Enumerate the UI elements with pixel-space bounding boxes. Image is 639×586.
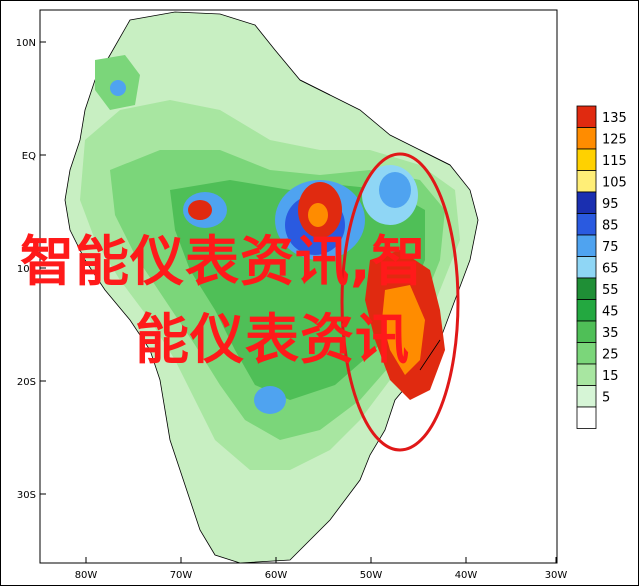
legend-swatch (576, 213, 597, 236)
legend-label: 125 (602, 133, 627, 148)
highlight-circle (340, 152, 460, 452)
lat-tick-label: 10S (17, 264, 36, 275)
legend-label: 85 (602, 219, 619, 234)
legend-swatch (576, 342, 597, 365)
precip-core-central-inner (308, 203, 328, 227)
legend-swatch (576, 299, 597, 322)
legend-swatch (576, 127, 597, 150)
latitude-axis: 10N EQ 10S 20S 30S (16, 38, 46, 501)
legend-label: 95 (602, 197, 619, 212)
legend-label: 25 (602, 348, 619, 363)
watermark-text-line1: 智能仪表资讯,智 (20, 230, 427, 293)
lat-tick-label: 30S (17, 490, 36, 501)
lon-tick-label: 40W (455, 570, 478, 581)
legend-label: 15 (602, 369, 619, 384)
lon-tick-label: 70W (170, 570, 193, 581)
precip-cell-north (110, 80, 126, 96)
legend-label: 135 (602, 111, 627, 126)
legend-label: 65 (602, 262, 619, 277)
precip-core-east-orange (382, 285, 425, 375)
legend-swatch (576, 320, 597, 343)
precip-cell-south-blue (254, 386, 286, 414)
watermark-text-line2: 能仪表资讯 (135, 308, 410, 371)
lat-tick-label: 20S (17, 377, 36, 388)
lat-tick-label: 10N (16, 38, 36, 49)
legend-swatch (576, 105, 597, 128)
precip-cell-west-red (188, 200, 212, 220)
legend-swatch (576, 148, 597, 171)
legend-swatch (576, 277, 597, 300)
color-legend: 135 125 115 105 95 85 75 65 55 45 35 25 15 5 (576, 105, 627, 429)
legend-label: 35 (602, 326, 619, 341)
lon-tick-label: 60W (265, 570, 288, 581)
legend-label: 55 (602, 283, 619, 298)
legend-swatch (576, 256, 597, 279)
lon-tick-label: 80W (75, 570, 98, 581)
legend-label: 105 (602, 176, 627, 191)
lon-tick-label: 30W (545, 570, 568, 581)
legend-label: 115 (602, 154, 627, 169)
legend-swatch-empty (576, 406, 597, 429)
legend-swatch (576, 385, 597, 408)
legend-swatch (576, 170, 597, 193)
legend-label: 45 (602, 305, 619, 320)
legend-label: 5 (602, 391, 610, 406)
legend-swatch (576, 191, 597, 214)
legend-label: 75 (602, 240, 619, 255)
coastline-detail (299, 79, 451, 371)
lon-tick-label: 50W (360, 570, 383, 581)
longitude-axis: 80W 70W 60W 50W 40W 30W (75, 557, 568, 581)
legend-swatch (576, 234, 597, 257)
legend-swatch (576, 363, 597, 386)
precip-cell-ne-blue (379, 172, 411, 208)
lat-tick-label: EQ (22, 151, 36, 162)
continent-layer (64, 11, 479, 563)
